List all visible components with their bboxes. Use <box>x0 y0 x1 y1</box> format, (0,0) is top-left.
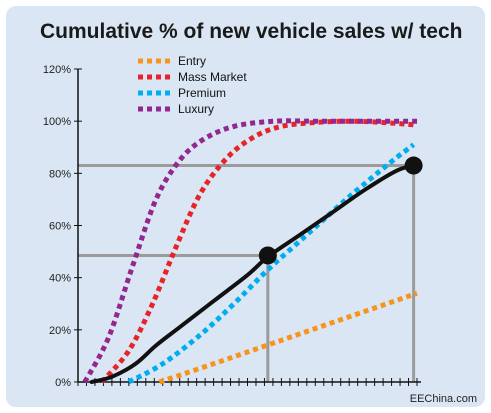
y-tick-label: 20% <box>49 325 71 337</box>
series-line-luxury <box>82 118 417 384</box>
series-line-overall <box>89 163 416 384</box>
legend-label: Mass Market <box>178 70 247 84</box>
chart-title: Cumulative % of new vehicle sales w/ tec… <box>40 20 463 43</box>
y-tick-label: 0% <box>55 377 71 389</box>
legend-label: Premium <box>178 86 226 100</box>
series-line-entry <box>158 290 418 385</box>
legend-label: Luxury <box>178 102 214 116</box>
y-tick-label: 100% <box>43 116 71 128</box>
chart-figure: Cumulative % of new vehicle sales w/ tec… <box>6 6 485 407</box>
y-tick-label: 60% <box>49 221 71 233</box>
highlight-point-2 <box>404 156 423 175</box>
legend-label: Entry <box>178 54 206 68</box>
highlight-point-1 <box>258 246 277 265</box>
y-tick-label: 120% <box>43 64 71 76</box>
chart-plot: 0% 20% 40% 60% 80% 100% 120% Entry Mass Market P… <box>43 54 477 405</box>
y-tick-label: 40% <box>49 273 71 285</box>
series-line-premium <box>127 142 416 385</box>
y-tick-label: 80% <box>49 168 71 180</box>
series-line-mass-market <box>99 118 418 384</box>
source-credit: EEChina.com <box>410 393 477 405</box>
